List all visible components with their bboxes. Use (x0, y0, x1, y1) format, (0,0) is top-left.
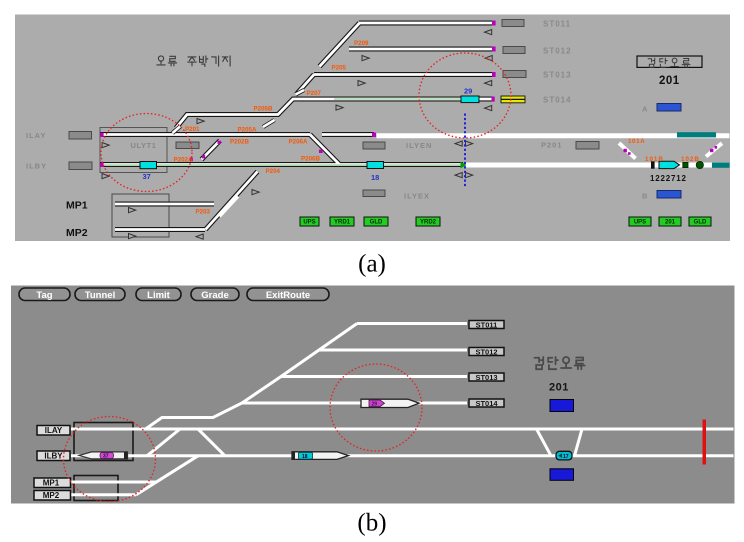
svg-text:P201: P201 (541, 141, 563, 150)
svg-text:GLD: GLD (370, 220, 383, 226)
svg-text:ULYT1: ULYT1 (131, 141, 157, 150)
svg-text:201: 201 (665, 220, 676, 226)
svg-text:101B: 101B (645, 156, 664, 163)
svg-text:P201: P201 (185, 126, 200, 133)
svg-text:YRD2: YRD2 (420, 220, 437, 226)
svg-text:Tunnel: Tunnel (85, 290, 115, 301)
svg-text:37: 37 (143, 172, 151, 181)
svg-text:Limit: Limit (147, 290, 171, 301)
svg-text:102B: 102B (681, 156, 700, 163)
svg-text:ILBY: ILBY (44, 452, 63, 461)
svg-text:ST012: ST012 (475, 347, 497, 356)
svg-text:ST011: ST011 (543, 20, 571, 29)
svg-text:YRD1: YRD1 (334, 220, 351, 226)
svg-text:P209: P209 (354, 40, 369, 47)
svg-text:Tag: Tag (36, 290, 52, 301)
svg-text:29: 29 (464, 87, 472, 96)
svg-text:P206B: P206B (301, 156, 320, 163)
svg-text:ST013: ST013 (475, 373, 497, 382)
svg-text:P202A: P202A (174, 156, 193, 163)
svg-text:37: 37 (103, 453, 109, 459)
svg-text:201: 201 (659, 75, 680, 87)
svg-text:P205: P205 (332, 64, 347, 71)
svg-text:201: 201 (549, 382, 569, 394)
svg-text:ST011: ST011 (476, 320, 498, 329)
svg-text:1222712: 1222712 (650, 174, 687, 183)
svg-text:ST014: ST014 (543, 96, 572, 105)
svg-text:ST013: ST013 (543, 71, 572, 80)
svg-text:18: 18 (302, 454, 308, 460)
svg-text:P205B: P205B (254, 105, 273, 112)
svg-text:B: B (642, 192, 648, 201)
svg-text:Grade: Grade (201, 290, 228, 301)
svg-text:MP1: MP1 (66, 200, 88, 212)
svg-text:P205A: P205A (238, 126, 257, 133)
svg-text:UPS: UPS (634, 220, 646, 226)
svg-text:ILBY: ILBY (26, 162, 47, 171)
svg-text:UPS: UPS (303, 220, 315, 226)
svg-text:MP2: MP2 (43, 491, 60, 500)
svg-text:ILYEN: ILYEN (406, 141, 432, 150)
svg-text:101A: 101A (628, 138, 645, 145)
svg-text:ILAY: ILAY (45, 426, 63, 435)
svg-text:(a): (a) (358, 251, 386, 278)
svg-text:MP2: MP2 (66, 227, 88, 239)
svg-text:P204: P204 (266, 168, 281, 175)
svg-text:29: 29 (372, 402, 378, 408)
svg-text:ILYEX: ILYEX (404, 192, 430, 201)
svg-text:(b): (b) (357, 510, 386, 537)
svg-text:P203: P203 (196, 208, 211, 215)
svg-text:17: 17 (563, 454, 569, 460)
svg-text:ST014: ST014 (475, 399, 498, 408)
svg-text:P206A: P206A (289, 138, 308, 145)
svg-text:ST012: ST012 (543, 47, 572, 56)
svg-text:P207: P207 (307, 90, 322, 97)
svg-text:P202B: P202B (230, 138, 249, 145)
svg-text:ILAY: ILAY (26, 131, 46, 140)
svg-text:ExitRoute: ExitRoute (266, 290, 310, 301)
svg-text:18: 18 (371, 173, 379, 182)
svg-text:A: A (642, 105, 648, 114)
svg-text:GLD: GLD (694, 220, 707, 226)
svg-text:MP1: MP1 (43, 479, 60, 488)
